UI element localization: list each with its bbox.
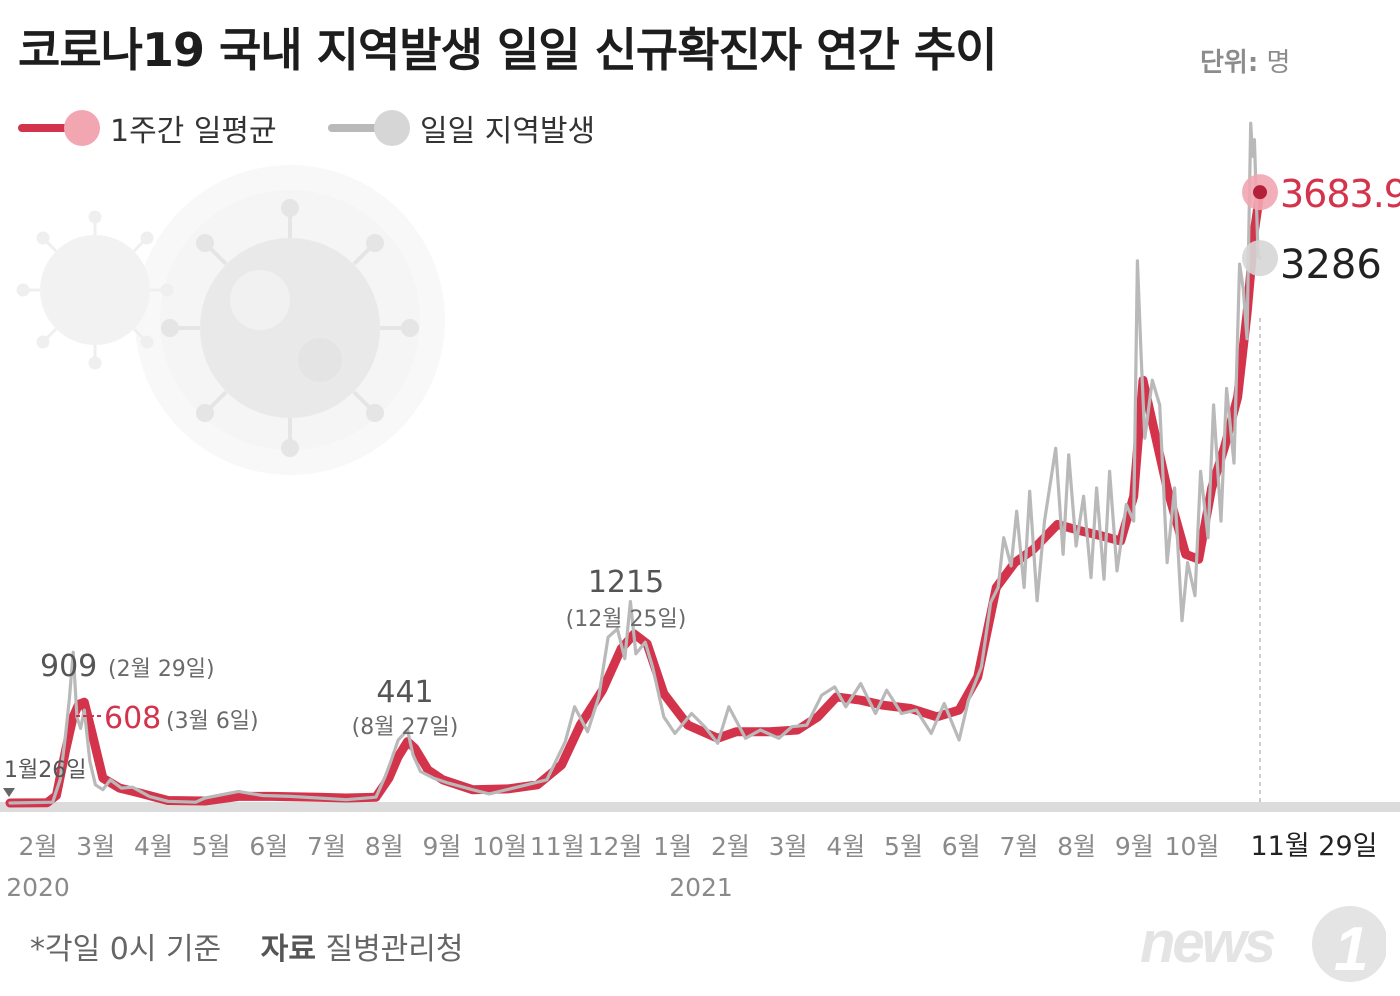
x-tick-label: 3월: [76, 832, 115, 861]
x-tick-label: 6월: [249, 832, 288, 861]
annotation-peak-date: (8월 27일): [352, 715, 459, 740]
x-tick-label: 3월: [769, 832, 808, 861]
legend-swatch-daily-local: [328, 104, 410, 152]
annotation-peak-date: (2월 29일): [108, 657, 215, 682]
x-tick-label: 5월: [884, 832, 923, 861]
annotation-peak-value: 441: [376, 675, 433, 710]
x-end-label: 11월 29일: [1251, 831, 1378, 862]
x-tick-label: 4월: [134, 832, 173, 861]
svg-text:news: news: [1140, 910, 1275, 975]
x-tick-label: 4월: [826, 832, 865, 861]
page-title: 코로나19 국내 지역발생 일일 신규확진자 연간 추이: [18, 23, 998, 77]
annotation-peak-date: (3월 6일): [166, 709, 259, 734]
x-tick-label: 12월: [588, 832, 643, 861]
x-tick-label: 8월: [1057, 832, 1096, 861]
x-tick-label: 2월: [19, 832, 58, 861]
annotation-peak-value: 909: [40, 649, 97, 684]
x-tick-label: 10월: [1165, 832, 1220, 861]
unit-label: 단위: 명: [1200, 42, 1290, 79]
x-tick-label: 10월: [472, 832, 527, 861]
svg-text:1: 1: [1334, 915, 1368, 984]
end-value-weekly-average: 3683.9: [1280, 172, 1400, 216]
x-tick-label: 6월: [942, 832, 981, 861]
start-marker-icon: [3, 788, 15, 797]
virus-illustration: [16, 165, 445, 475]
year-label: 2020: [6, 873, 70, 902]
x-tick-label: 9월: [1115, 832, 1154, 861]
end-marker-weekly-average-core: [1253, 185, 1267, 200]
legend-item-daily-local: 일일 지역발생: [328, 104, 595, 152]
end-marker-daily-local: [1242, 240, 1278, 277]
x-tick-label: 1월: [653, 832, 692, 861]
start-date-label: 1월26일: [4, 758, 86, 783]
x-axis-baseline: [0, 802, 1400, 812]
x-tick-label: 11월: [530, 832, 585, 861]
footer: *각일 0시 기준 자료 질병관리청: [30, 924, 463, 968]
end-value-daily-local: 3286: [1280, 242, 1382, 288]
x-tick-label: 5월: [192, 832, 231, 861]
year-label: 2021: [669, 873, 733, 902]
news1-logo: news 1: [1140, 906, 1386, 984]
x-tick-label: 2월: [711, 832, 750, 861]
legend-swatch-weekly-average: [18, 104, 100, 152]
x-tick-label: 7월: [999, 832, 1038, 861]
legend-label-daily-local: 일일 지역발생: [420, 114, 596, 149]
unit-value: 명: [1266, 48, 1291, 78]
series-line-daily-local: [8, 121, 1262, 805]
annotation-peak-value: 608: [104, 701, 161, 736]
unit-key: 단위:: [1200, 48, 1259, 78]
footer-note: *각일 0시 기준: [30, 932, 222, 967]
legend-item-weekly-average: 1주간 일평균: [18, 104, 277, 152]
annotation-peak-date: (12월 25일): [566, 607, 687, 632]
x-tick-label: 7월: [307, 832, 346, 861]
x-tick-label: 9월: [422, 832, 461, 861]
x-tick-label: 8월: [365, 832, 404, 861]
annotation-peak-value: 1215: [588, 565, 664, 600]
source-label: 자료: [260, 932, 316, 967]
source-name: 질병관리청: [325, 932, 464, 967]
legend-label-weekly-average: 1주간 일평균: [110, 114, 277, 149]
